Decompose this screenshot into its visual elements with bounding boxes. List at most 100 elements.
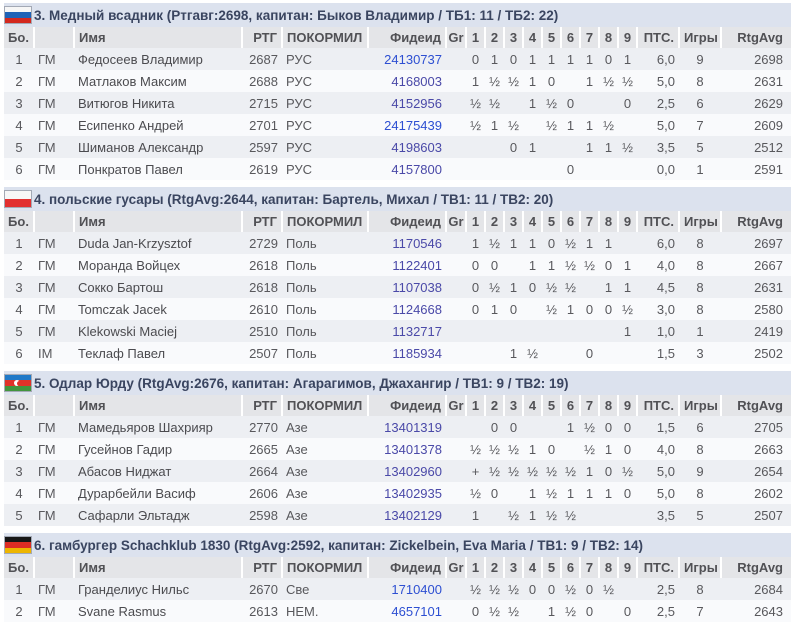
col-header-gr: Gr <box>446 557 467 578</box>
points-cell: 5,0 <box>656 463 675 479</box>
round-7-cell: 0 <box>585 581 594 597</box>
round-9-cell: ½ <box>622 73 633 89</box>
gr-cell <box>446 578 466 600</box>
round-2-cell: 1 <box>490 301 499 317</box>
player-name: Tomczak Jacek <box>78 301 167 317</box>
team-title: 5. Одлар Юрду (RtgAvg:2676, капитан: Ага… <box>34 375 569 391</box>
fide-id-link[interactable]: 4157800 <box>391 161 442 177</box>
title-cell: ГМ <box>38 117 56 133</box>
round-3-cell: ½ <box>508 441 519 457</box>
col-header-fed: ПОКОРМИЛ <box>282 27 369 48</box>
round-5-cell <box>542 416 561 438</box>
round-2-cell: 0 <box>490 485 499 501</box>
round-5-cell <box>542 320 561 342</box>
board-cell: 2 <box>15 257 23 273</box>
player-name: Понкратов Павел <box>78 161 183 177</box>
title-cell: ГМ <box>38 73 56 89</box>
round-3-cell <box>504 158 523 180</box>
board-cell: 2 <box>15 603 23 619</box>
fide-id-link[interactable]: 1132717 <box>392 323 442 339</box>
round-3-cell: 1 <box>509 235 518 251</box>
col-header-fed: ПОКОРМИЛ <box>282 395 369 416</box>
round-1-cell: ½ <box>470 581 481 597</box>
fide-id-link[interactable]: 1710400 <box>391 581 442 597</box>
board-cell: 6 <box>15 161 23 177</box>
fide-cell: 4168003 <box>368 70 446 92</box>
rtgavg-cell: 2580 <box>754 301 783 317</box>
col-header-round-2: 2 <box>485 557 505 578</box>
rtgavg-cell: 2698 <box>754 51 783 67</box>
fide-id-link[interactable]: 13402960 <box>384 463 442 479</box>
round-4-cell: 1 <box>528 485 537 501</box>
round-9-cell <box>618 114 637 136</box>
rtgavg-cell: 2654 <box>754 463 783 479</box>
flag-stripe <box>5 17 31 23</box>
col-header-round-8: 8 <box>599 395 619 416</box>
fide-id-link[interactable]: 13401319 <box>384 419 442 435</box>
round-8-cell: 0 <box>604 257 613 273</box>
fide-id-link[interactable]: 24175439 <box>384 117 442 133</box>
federation-cell: Поль <box>286 301 317 317</box>
fide-id-link[interactable]: 4198603 <box>391 139 442 155</box>
title-cell: ГМ <box>38 441 56 457</box>
round-3-cell: 1 <box>509 345 518 361</box>
player-row: 1 ГМ Гранделиус Нильс 2670 Све 1710400 ½ ½ ½ 0 0 ½ 0… <box>4 578 791 600</box>
round-1-cell: 0 <box>471 279 480 295</box>
round-4-cell <box>523 320 542 342</box>
round-2-cell: 1 <box>490 117 499 133</box>
fide-id-link[interactable]: 13402129 <box>384 507 442 523</box>
fide-id-link[interactable]: 1170546 <box>392 235 442 251</box>
round-3-cell: ½ <box>508 507 519 523</box>
round-9-cell <box>618 342 637 364</box>
col-header-round-4: 4 <box>523 557 543 578</box>
fide-id-link[interactable]: 1107038 <box>392 279 442 295</box>
team-header-band: 4. польские гусары (RtgAvg:2644, капитан… <box>4 187 791 211</box>
fide-id-link[interactable]: 13402935 <box>384 485 442 501</box>
col-header-round-6: 6 <box>561 27 581 48</box>
rtgavg-cell: 2663 <box>754 441 783 457</box>
poland-flag-icon <box>5 191 31 207</box>
col-header-round-7: 7 <box>580 211 600 232</box>
flag-stripe <box>5 547 31 553</box>
round-4-cell <box>523 416 542 438</box>
fide-cell: 13402129 <box>368 504 446 526</box>
flag-stripe <box>5 199 31 207</box>
fide-id-link[interactable]: 4168003 <box>391 73 442 89</box>
points-cell: 4,0 <box>656 257 675 273</box>
title-cell: ГМ <box>38 139 56 155</box>
gr-cell <box>446 158 466 180</box>
col-header-board: Бо. <box>4 27 35 48</box>
round-2-cell <box>485 504 504 526</box>
round-7-cell: 1 <box>585 73 594 89</box>
player-name: Duda Jan-Krzysztof <box>78 235 192 251</box>
rating-cell: 2665 <box>249 441 278 457</box>
round-7-cell <box>580 276 599 298</box>
fide-id-link[interactable]: 24130737 <box>384 51 442 67</box>
round-5-cell: 0 <box>547 441 556 457</box>
fide-cell: 13402935 <box>368 482 446 504</box>
fide-id-link[interactable]: 4657101 <box>391 603 442 619</box>
fide-id-link[interactable]: 13401378 <box>384 441 442 457</box>
fide-id-link[interactable]: 4152956 <box>391 95 442 111</box>
round-4-cell: 1 <box>528 139 537 155</box>
rtgavg-cell: 2643 <box>754 603 783 619</box>
rating-cell: 2770 <box>249 419 278 435</box>
player-row: 1 ГМ Федосеев Владимир 2687 РУС 24130737 0 1 0 1 1… <box>4 48 791 70</box>
round-2-cell <box>485 342 504 364</box>
points-cell: 5,0 <box>656 485 675 501</box>
board-cell: 4 <box>15 485 23 501</box>
fide-id-link[interactable]: 1185934 <box>392 345 442 361</box>
points-cell: 1,5 <box>656 419 675 435</box>
round-9-cell: 1 <box>623 279 632 295</box>
fide-id-link[interactable]: 1122401 <box>392 257 442 273</box>
round-1-cell: 1 <box>471 507 480 523</box>
federation-cell: Поль <box>286 345 317 361</box>
col-header-rating: РТГ <box>242 27 283 48</box>
rtgavg-cell: 2631 <box>754 279 783 295</box>
fide-cell: 1710400 <box>368 578 446 600</box>
col-header-fed: ПОКОРМИЛ <box>282 211 369 232</box>
fide-id-link[interactable]: 1124668 <box>392 301 442 317</box>
round-9-cell: ½ <box>622 301 633 317</box>
round-9-cell: ½ <box>622 463 633 479</box>
col-header-name: Имя <box>74 557 243 578</box>
